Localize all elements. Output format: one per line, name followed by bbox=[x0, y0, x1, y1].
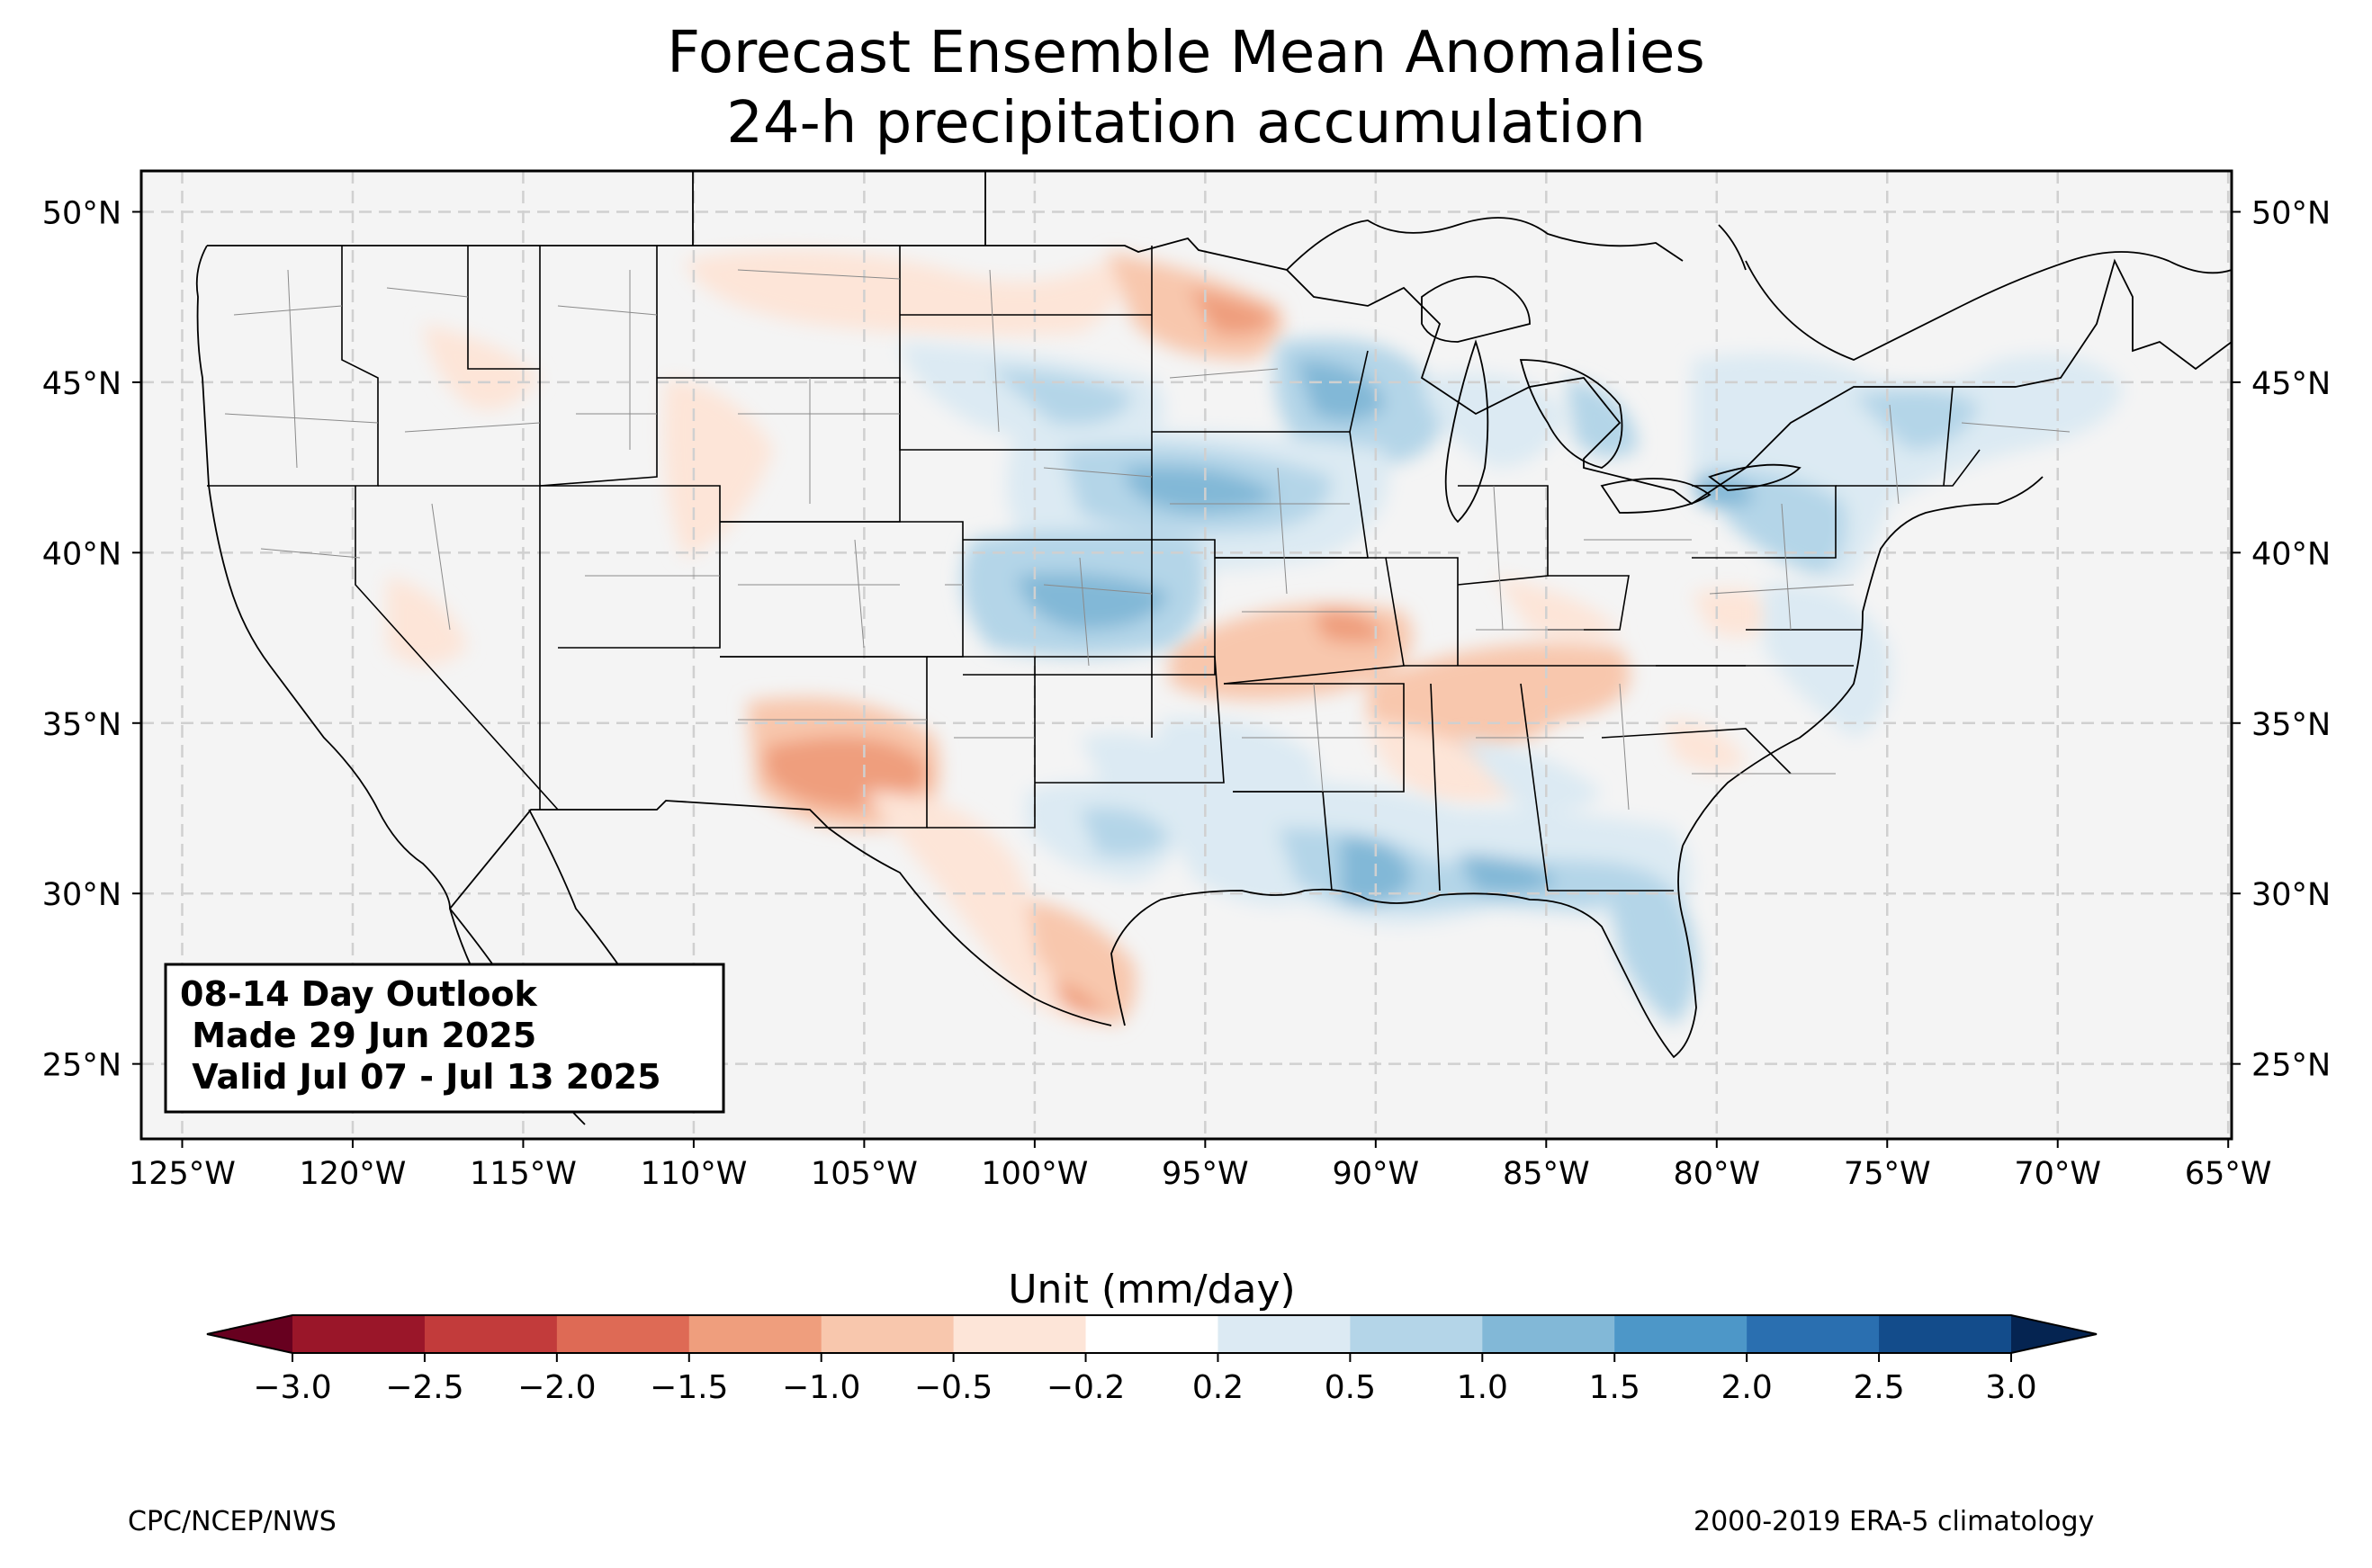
map-frame bbox=[139, 169, 2233, 1141]
lat-labels-left: 50°N 45°N 40°N 35°N 30°N 25°N bbox=[42, 195, 141, 1084]
lon-tick-label: 75°W bbox=[1844, 1156, 1931, 1192]
graticule bbox=[141, 171, 2232, 1139]
lon-tick-label: 85°W bbox=[1503, 1156, 1590, 1192]
colorbar-tick-label: −1.5 bbox=[650, 1369, 728, 1406]
colorbar-segment bbox=[1747, 1315, 1880, 1353]
map-title-line2: 24-h precipitation accumulation bbox=[726, 90, 1646, 157]
colorbar-segment bbox=[424, 1315, 558, 1353]
colorbar-tick-label: 2.0 bbox=[1721, 1369, 1773, 1406]
lat-tick-label: 35°N bbox=[42, 707, 121, 743]
outlook-made-date: Made 29 Jun 2025 bbox=[180, 1016, 536, 1055]
map-layers bbox=[141, 171, 2232, 1139]
colorbar-extend-high bbox=[2011, 1315, 2097, 1353]
colorbar-tick-label: 1.0 bbox=[1457, 1369, 1508, 1406]
lat-tick-label: 40°N bbox=[2251, 536, 2331, 572]
lon-tick-label: 120°W bbox=[299, 1156, 406, 1192]
colorbar-tick-label: −2.5 bbox=[385, 1369, 463, 1406]
outlook-valid-range: Valid Jul 07 - Jul 13 2025 bbox=[180, 1057, 661, 1097]
colorbar-segment bbox=[688, 1315, 822, 1353]
lon-tick-label: 105°W bbox=[811, 1156, 918, 1192]
lon-tick-label: 100°W bbox=[981, 1156, 1088, 1192]
colorbar-tick-labels: −3.0 −2.5 −2.0 −1.5 −1.0 −0.5 −0.2 0.2 0.5 1.0 1.5… bbox=[253, 1353, 2037, 1406]
footer-climatology: 2000-2019 ERA-5 climatology bbox=[1694, 1506, 2095, 1537]
lat-labels-right: 50°N 45°N 40°N 35°N 30°N 25°N bbox=[2232, 195, 2331, 1084]
lat-tick-label: 45°N bbox=[2251, 366, 2331, 402]
lat-tick-label: 25°N bbox=[42, 1048, 121, 1084]
colorbar-segment bbox=[1085, 1315, 1218, 1353]
lat-tick-label: 40°N bbox=[42, 536, 121, 572]
colorbar-segment bbox=[556, 1315, 690, 1353]
lon-tick-label: 125°W bbox=[129, 1156, 236, 1192]
colorbar-segment bbox=[1482, 1315, 1615, 1353]
colorbar-unit-label: Unit (mm/day) bbox=[1008, 1267, 1296, 1313]
colorbar-tick-label: −0.2 bbox=[1047, 1369, 1125, 1406]
colorbar-segment bbox=[1217, 1315, 1351, 1353]
footer-source: CPC/NCEP/NWS bbox=[128, 1506, 337, 1537]
colorbar-tick-label: 0.5 bbox=[1325, 1369, 1376, 1406]
outlook-info-box: 08-14 Day Outlook Made 29 Jun 2025 Valid… bbox=[164, 963, 725, 1114]
map-title-line1: Forecast Ensemble Mean Anomalies bbox=[667, 20, 1705, 86]
lat-tick-label: 50°N bbox=[2251, 195, 2331, 231]
colorbar-tick-label: 3.0 bbox=[1985, 1369, 2036, 1406]
colorbar-segment bbox=[292, 1315, 426, 1353]
colorbar-tick-label: 0.2 bbox=[1192, 1369, 1244, 1406]
lon-tick-label: 65°W bbox=[2185, 1156, 2272, 1192]
colorbar-segment bbox=[1614, 1315, 1748, 1353]
outlook-title: 08-14 Day Outlook bbox=[180, 974, 538, 1014]
colorbar-segment bbox=[953, 1315, 1087, 1353]
lat-tick-label: 45°N bbox=[42, 366, 121, 402]
colorbar-tick-label: −3.0 bbox=[253, 1369, 331, 1406]
anomaly-shading-positive bbox=[900, 338, 2124, 1026]
colorbar-extend-low bbox=[207, 1315, 292, 1353]
colorbar-tick-label: −2.0 bbox=[517, 1369, 596, 1406]
lat-tick-label: 25°N bbox=[2251, 1048, 2331, 1084]
colorbar bbox=[206, 1314, 2098, 1354]
lat-tick-label: 35°N bbox=[2251, 707, 2331, 743]
colorbar-tick-label: 1.5 bbox=[1589, 1369, 1640, 1406]
region-lines bbox=[224, 269, 2071, 811]
colorbar-segment bbox=[1879, 1315, 2012, 1353]
lon-tick-label: 115°W bbox=[470, 1156, 577, 1192]
lat-tick-label: 30°N bbox=[42, 877, 121, 913]
lon-labels-bottom: 125°W 120°W 115°W 110°W 105°W 100°W 95°W 90°W 85… bbox=[129, 1139, 2272, 1192]
colorbar-tick-label: −1.0 bbox=[782, 1369, 860, 1406]
colorbar-tick-label: −0.5 bbox=[914, 1369, 993, 1406]
lon-tick-label: 95°W bbox=[1162, 1156, 1249, 1192]
lat-tick-label: 50°N bbox=[42, 195, 121, 231]
lon-tick-label: 80°W bbox=[1673, 1156, 1760, 1192]
lon-tick-label: 110°W bbox=[640, 1156, 747, 1192]
lon-tick-label: 70°W bbox=[2014, 1156, 2101, 1192]
lat-tick-label: 30°N bbox=[2251, 877, 2331, 913]
colorbar-tick-label: 2.5 bbox=[1853, 1369, 1904, 1406]
colorbar-segment bbox=[1350, 1315, 1483, 1353]
colorbar-segment bbox=[821, 1315, 955, 1353]
lon-tick-label: 90°W bbox=[1332, 1156, 1419, 1192]
